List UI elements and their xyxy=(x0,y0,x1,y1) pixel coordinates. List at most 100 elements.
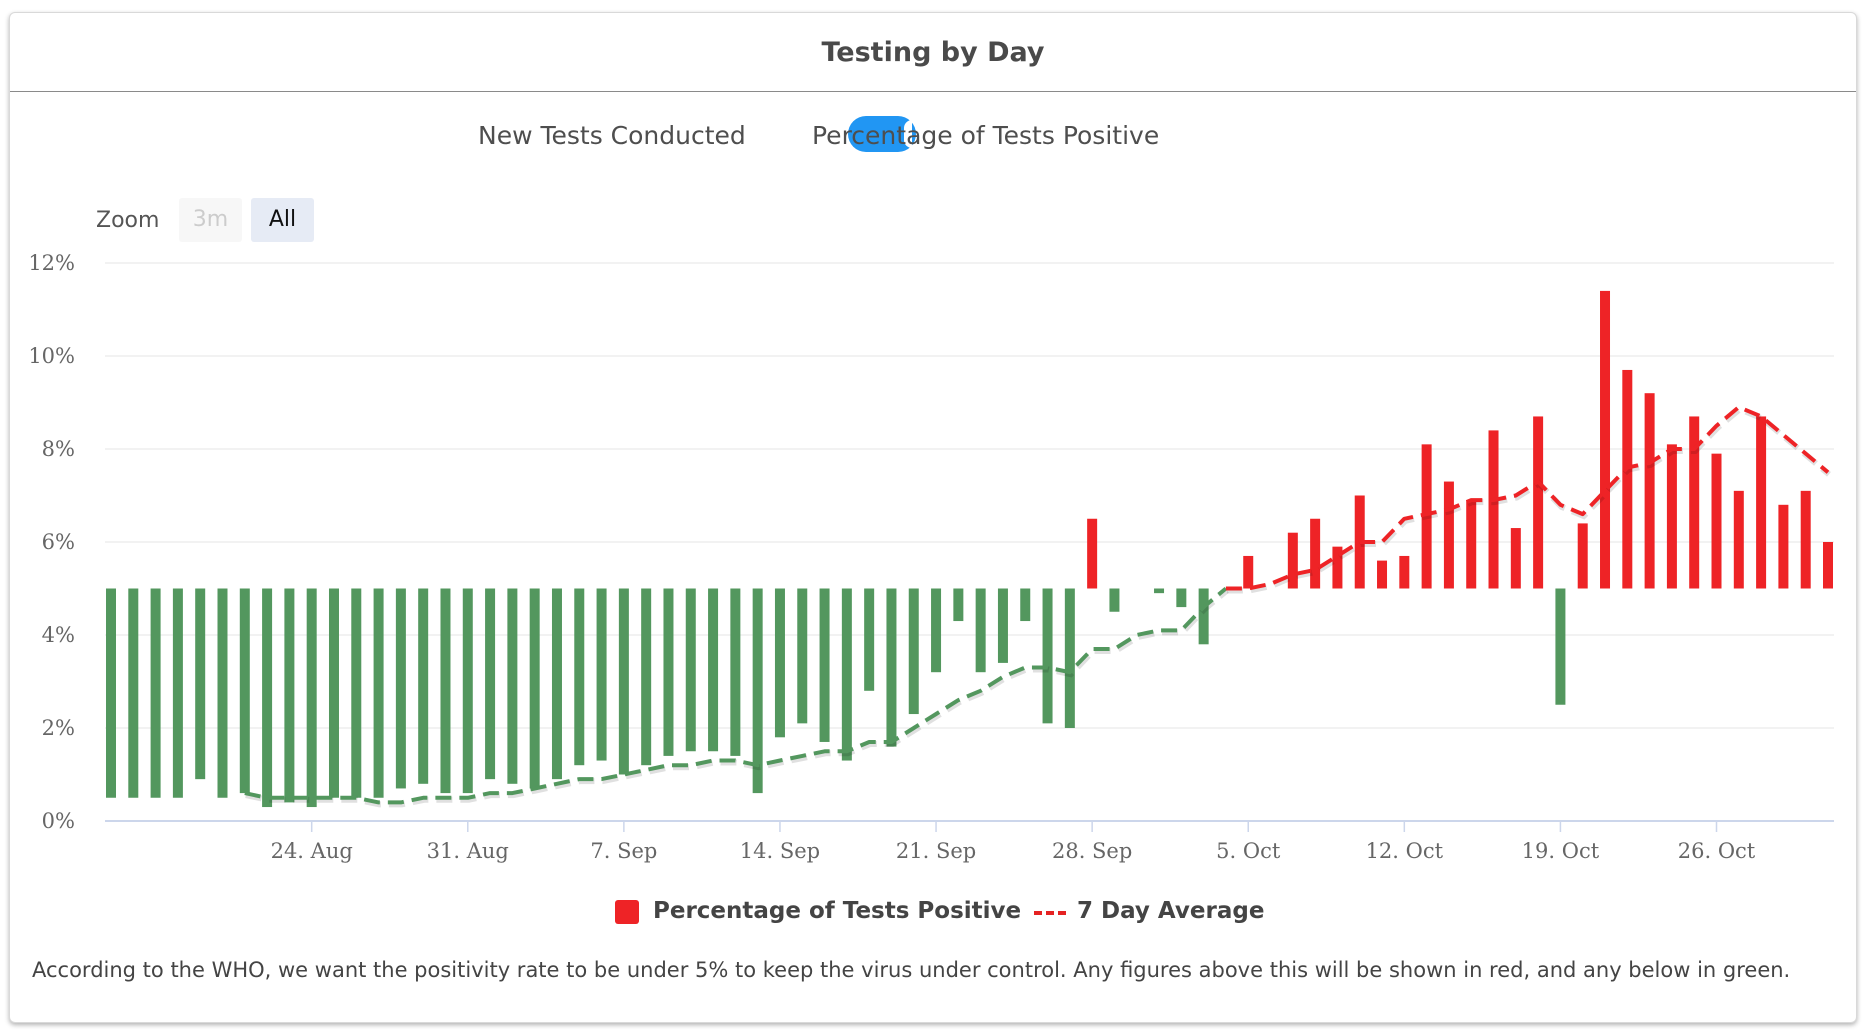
legend-label-average: 7 Day Average xyxy=(1077,898,1265,924)
legend-swatch-red xyxy=(615,900,639,924)
toggle-left-label[interactable]: New Tests Conducted xyxy=(478,121,746,150)
bar xyxy=(150,588,161,798)
bar xyxy=(1198,588,1209,645)
bar xyxy=(841,588,852,761)
x-tick-label: 19. Oct xyxy=(1522,839,1600,863)
bar xyxy=(1533,416,1544,589)
chart-title: Testing by Day xyxy=(821,37,1045,68)
bar xyxy=(641,588,652,766)
who-note: According to the WHO, we want the positi… xyxy=(32,958,1791,982)
bar xyxy=(1064,588,1075,728)
y-tick-label: 4% xyxy=(42,623,75,647)
bar xyxy=(1666,444,1677,589)
title-divider xyxy=(10,91,1856,92)
bar xyxy=(730,588,741,756)
bar xyxy=(819,588,830,742)
bar xyxy=(1622,369,1633,589)
bar xyxy=(1310,518,1321,589)
bar xyxy=(172,588,183,798)
bar xyxy=(774,588,785,738)
bar xyxy=(1287,532,1298,589)
bar xyxy=(217,588,228,798)
bar xyxy=(908,588,919,715)
x-tick-label: 7. Sep xyxy=(590,839,657,863)
toggle-knob xyxy=(904,120,912,148)
bar xyxy=(1421,444,1432,589)
bar xyxy=(485,588,496,780)
bar xyxy=(953,588,964,622)
bar xyxy=(1087,518,1098,589)
x-tick-label: 26. Oct xyxy=(1678,839,1756,863)
y-tick-label: 0% xyxy=(42,809,75,833)
bar xyxy=(106,588,116,798)
x-tick-label: 21. Sep xyxy=(896,839,976,863)
zoom-label: Zoom xyxy=(96,208,160,233)
bar xyxy=(262,588,273,808)
bar xyxy=(551,588,562,780)
bar xyxy=(1154,588,1165,594)
bar xyxy=(1109,588,1120,612)
bar xyxy=(708,588,719,752)
bar xyxy=(1823,542,1833,589)
bar xyxy=(1756,416,1767,589)
bar xyxy=(306,588,317,808)
bar xyxy=(1332,546,1343,589)
bar xyxy=(1243,555,1254,589)
metric-toggle-row: New Tests Conducted Percentage of Tests … xyxy=(0,115,1866,155)
seven-day-average-line xyxy=(1225,405,1830,591)
bar xyxy=(1488,430,1499,589)
x-tick-label: 12. Oct xyxy=(1366,839,1444,863)
zoom-3m-button[interactable]: 3m xyxy=(179,198,242,242)
bar xyxy=(418,588,429,784)
bar xyxy=(574,588,585,766)
bar xyxy=(1510,528,1521,589)
bar xyxy=(752,588,763,794)
y-tick-label: 10% xyxy=(28,344,75,368)
bar xyxy=(128,588,139,798)
bar xyxy=(1176,588,1187,608)
bar xyxy=(373,588,384,798)
bar xyxy=(886,588,897,747)
chart-legend: Percentage of Tests Positive 7 Day Avera… xyxy=(0,895,1866,931)
bar xyxy=(284,588,295,803)
bar xyxy=(596,588,607,761)
bar xyxy=(1443,481,1454,589)
bar xyxy=(1399,555,1410,589)
bar xyxy=(997,588,1008,663)
x-tick-label: 5. Oct xyxy=(1216,839,1281,863)
seven-day-average-line xyxy=(244,586,1228,805)
bar xyxy=(1733,490,1744,589)
toggle-right-label[interactable]: Percentage of Tests Positive xyxy=(812,121,1160,150)
bar xyxy=(1577,523,1588,589)
bar xyxy=(328,588,339,798)
bar xyxy=(507,588,518,784)
bar xyxy=(1800,490,1811,589)
legend-label-positive: Percentage of Tests Positive xyxy=(653,898,1022,924)
bar xyxy=(1644,393,1655,589)
x-tick-label: 31. Aug xyxy=(427,839,509,863)
metric-toggle-switch[interactable] xyxy=(848,116,916,152)
bar xyxy=(975,588,986,673)
bar xyxy=(663,588,674,756)
bar xyxy=(195,588,206,780)
x-tick-label: 14. Sep xyxy=(740,839,820,863)
y-tick-label: 6% xyxy=(42,530,75,554)
zoom-all-button[interactable]: All xyxy=(251,198,314,242)
bar xyxy=(462,588,473,794)
bar xyxy=(440,588,451,794)
bar xyxy=(1042,588,1053,724)
bar xyxy=(1555,588,1566,705)
average-line-shadow xyxy=(1226,405,1831,594)
chart-card: Testing by Day xyxy=(9,12,1857,1023)
bar xyxy=(685,588,696,752)
bar xyxy=(1689,416,1700,589)
legend-dashed-line-icon xyxy=(1034,911,1066,915)
bar xyxy=(864,588,875,691)
bar xyxy=(1020,588,1031,622)
bar xyxy=(1778,504,1789,589)
bar xyxy=(1377,560,1388,589)
y-tick-label: 2% xyxy=(42,716,75,740)
bar xyxy=(395,588,406,789)
bar xyxy=(1466,500,1477,589)
